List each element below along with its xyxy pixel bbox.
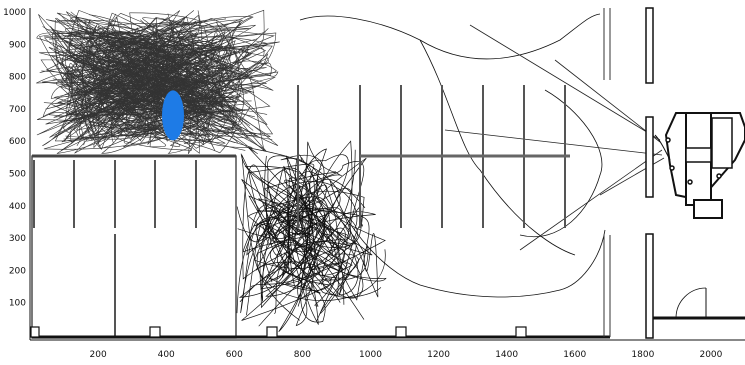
trajectory-path [54, 17, 207, 154]
trajectory-path [242, 157, 350, 323]
y-tick-label: 500 [9, 170, 26, 180]
corridor-walls [603, 8, 611, 337]
robot-icon [654, 112, 745, 219]
room-block [31, 155, 237, 339]
trajectory-path [236, 185, 327, 314]
trajectory-path [240, 154, 365, 320]
axes [29, 8, 745, 341]
trajectory-path [65, 23, 246, 132]
trajectory-path [43, 24, 235, 144]
trajectory-path [257, 179, 379, 298]
trajectory-path [42, 17, 267, 152]
trajectory-paths-dense [36, 9, 280, 155]
x-tick-label: 1400 [495, 350, 518, 360]
x-tick-labels: 200 400 600 800 1000 1200 1400 1600 1800 2000 [90, 350, 723, 360]
trajectory-path [60, 19, 244, 154]
x-tick-label: 1200 [427, 350, 450, 360]
y-tick-label: 100 [9, 299, 26, 309]
y-tick-label: 800 [9, 73, 26, 83]
trajectory-paths-sparse [236, 140, 387, 333]
trajectory-path [263, 141, 367, 303]
x-tick-label: 800 [294, 350, 311, 360]
position-marker [162, 90, 184, 141]
y-tick-label: 700 [9, 105, 26, 115]
sensor-rays [444, 24, 665, 251]
wall-pillars [30, 326, 527, 338]
trajectory-path [57, 19, 280, 139]
outer-wall [645, 7, 654, 339]
y-tick-label: 400 [9, 202, 26, 212]
y-tick-labels: 100 200 300 400 500 600 700 800 900 1000 [3, 8, 26, 309]
trajectory-path [54, 46, 245, 142]
x-tick-label: 200 [90, 350, 107, 360]
y-tick-label: 600 [9, 137, 26, 147]
door [653, 287, 745, 320]
trajectory-path [51, 16, 222, 132]
trajectory-path [42, 51, 242, 144]
y-tick-label: 900 [9, 40, 26, 50]
x-tick-label: 1800 [631, 350, 654, 360]
trajectory-path [65, 46, 265, 155]
x-tick-label: 400 [158, 350, 175, 360]
trajectory-path [258, 154, 370, 301]
trajectory-path [241, 154, 353, 321]
trajectory-path [261, 176, 352, 291]
y-tick-label: 1000 [3, 8, 26, 18]
trajectory-path [36, 28, 267, 110]
y-tick-label: 300 [9, 234, 26, 244]
y-tick-label: 200 [9, 266, 26, 276]
trajectory-loop [299, 13, 606, 298]
x-tick-label: 2000 [699, 350, 722, 360]
x-tick-label: 600 [226, 350, 243, 360]
trajectory-path [241, 168, 373, 321]
trajectory-path [59, 45, 249, 137]
x-tick-label: 1000 [359, 350, 382, 360]
x-tick-label: 1600 [563, 350, 586, 360]
